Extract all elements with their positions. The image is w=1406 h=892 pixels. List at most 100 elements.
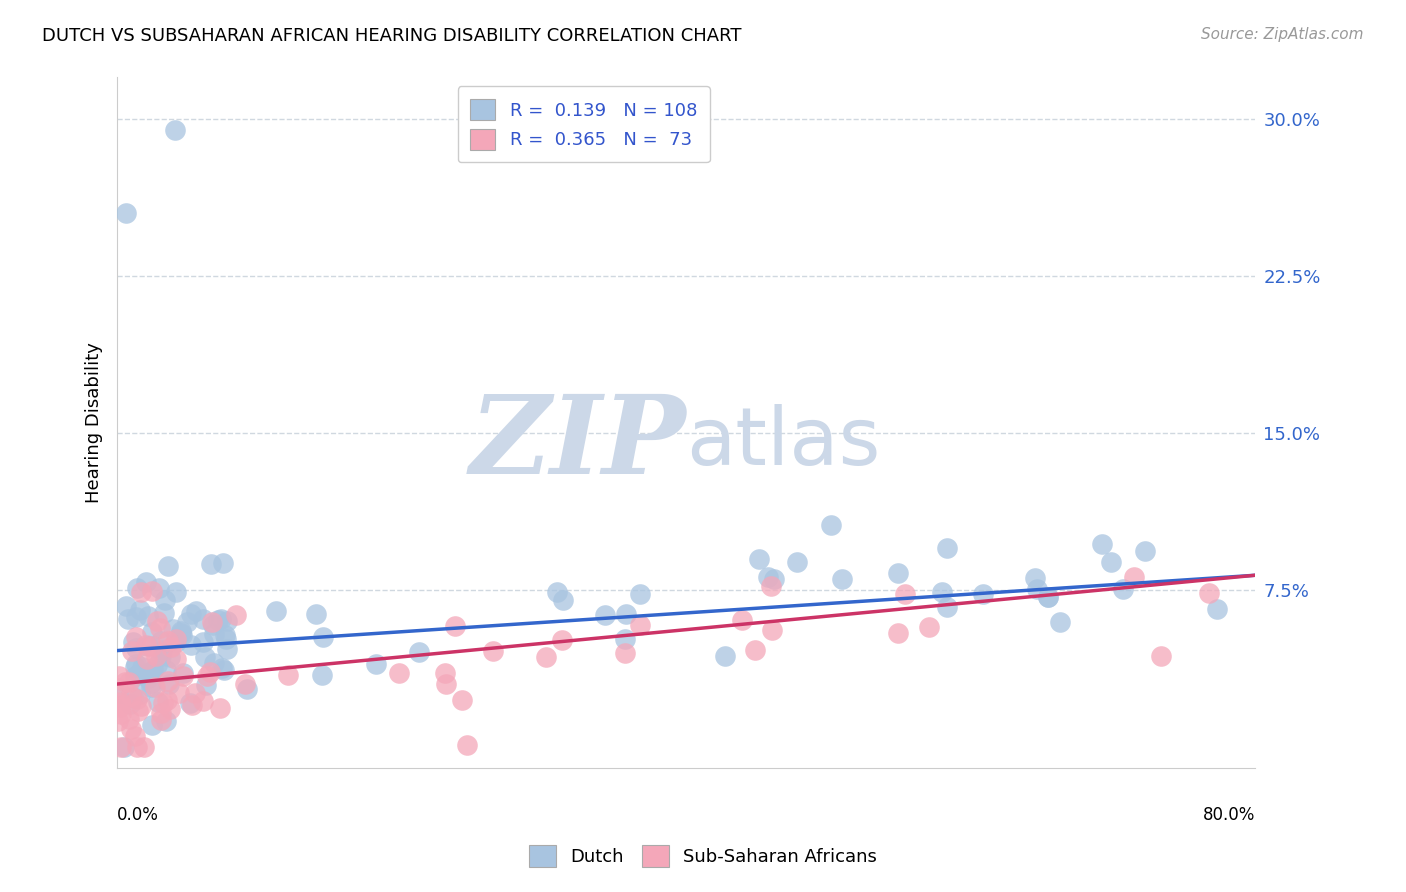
Point: [628, 618, 651, 632]
Point: [451, 693, 474, 707]
Text: DUTCH VS SUBSAHARAN AFRICAN HEARING DISABILITY CORRELATION CHART: DUTCH VS SUBSAHARAN AFRICAN HEARING DISA…: [42, 27, 742, 45]
Point: [186, 604, 208, 618]
Point: [153, 606, 176, 620]
Point: [117, 612, 139, 626]
Y-axis label: Hearing Disability: Hearing Disability: [86, 343, 103, 503]
Point: [139, 665, 162, 679]
Point: [918, 619, 941, 633]
Point: [165, 585, 187, 599]
Point: [114, 674, 136, 689]
Point: [180, 638, 202, 652]
Point: [146, 695, 169, 709]
Point: [193, 635, 215, 649]
Point: [165, 632, 187, 646]
Point: [209, 612, 232, 626]
Legend: Dutch, Sub-Saharan Africans: Dutch, Sub-Saharan Africans: [522, 838, 884, 874]
Point: [136, 609, 159, 624]
Point: [127, 666, 149, 681]
Point: [1091, 537, 1114, 551]
Point: [1150, 649, 1173, 664]
Point: [194, 678, 217, 692]
Point: [786, 555, 808, 569]
Point: [129, 699, 152, 714]
Point: [614, 632, 637, 647]
Point: [1123, 569, 1146, 583]
Point: [211, 556, 233, 570]
Point: [129, 603, 152, 617]
Point: [1198, 586, 1220, 600]
Point: [761, 579, 783, 593]
Point: [145, 648, 167, 663]
Point: [127, 692, 149, 706]
Point: [167, 686, 190, 700]
Point: [820, 517, 842, 532]
Point: [148, 581, 170, 595]
Point: [894, 587, 917, 601]
Point: [141, 584, 163, 599]
Point: [112, 739, 135, 754]
Point: [1099, 555, 1122, 569]
Point: [208, 701, 231, 715]
Point: [136, 666, 159, 681]
Point: [546, 584, 568, 599]
Point: [214, 628, 236, 642]
Legend: R =  0.139   N = 108, R =  0.365   N =  73: R = 0.139 N = 108, R = 0.365 N = 73: [457, 87, 710, 162]
Point: [156, 673, 179, 688]
Point: [201, 615, 224, 630]
Point: [120, 697, 142, 711]
Point: [714, 648, 737, 663]
Point: [179, 696, 201, 710]
Point: [202, 618, 225, 632]
Point: [225, 608, 247, 623]
Point: [163, 122, 186, 136]
Point: [135, 652, 157, 666]
Point: [756, 570, 779, 584]
Point: [125, 630, 148, 644]
Point: [614, 607, 637, 621]
Point: [936, 541, 959, 555]
Point: [141, 624, 163, 639]
Text: ZIP: ZIP: [470, 390, 686, 497]
Point: [482, 644, 505, 658]
Point: [149, 621, 172, 635]
Point: [121, 635, 143, 649]
Point: [145, 657, 167, 672]
Point: [200, 558, 222, 572]
Point: [118, 674, 141, 689]
Point: [553, 593, 575, 607]
Point: [107, 668, 129, 682]
Point: [614, 646, 637, 660]
Point: [169, 626, 191, 640]
Text: atlas: atlas: [686, 404, 880, 483]
Point: [305, 607, 328, 621]
Point: [217, 642, 239, 657]
Point: [198, 665, 221, 680]
Point: [149, 706, 172, 720]
Point: [150, 643, 173, 657]
Point: [135, 638, 157, 652]
Point: [155, 714, 177, 728]
Point: [125, 610, 148, 624]
Point: [1026, 582, 1049, 596]
Point: [125, 739, 148, 754]
Point: [191, 612, 214, 626]
Point: [731, 613, 754, 627]
Point: [125, 640, 148, 655]
Point: [131, 660, 153, 674]
Point: [136, 672, 159, 686]
Point: [233, 676, 256, 690]
Point: [156, 693, 179, 707]
Point: [145, 614, 167, 628]
Point: [115, 206, 138, 220]
Point: [150, 713, 173, 727]
Point: [157, 677, 180, 691]
Point: [136, 639, 159, 653]
Text: 0.0%: 0.0%: [117, 805, 159, 823]
Point: [277, 668, 299, 682]
Point: [110, 700, 132, 714]
Point: [434, 666, 457, 681]
Point: [121, 643, 143, 657]
Point: [202, 656, 225, 670]
Point: [1024, 571, 1046, 585]
Text: Source: ZipAtlas.com: Source: ZipAtlas.com: [1201, 27, 1364, 42]
